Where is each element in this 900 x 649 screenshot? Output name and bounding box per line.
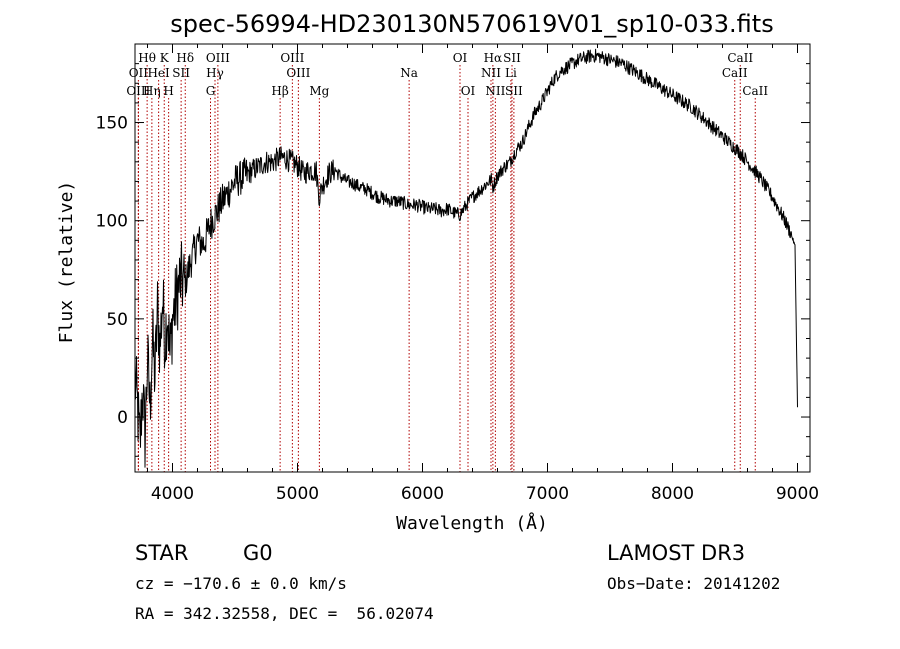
y-tick-label-2: 100 [96,212,128,232]
coordinates-readout: RA = 342.32558, DEC = 56.02074 [135,604,434,623]
spectral-line-label-13: OIII [280,51,304,65]
spectral-line-label-14: OIII [286,66,310,80]
spectral-line-label-6: H [163,84,173,98]
spectral-line-label-25: CaII [727,51,753,65]
spectral-line-label-11: G [206,84,216,98]
spectral-line-label-9: OIII [206,51,230,65]
spectral-line-label-10: Hγ [206,66,224,80]
spectral-line-label-26: CaII [722,66,748,80]
axis-ticks: 4000 5000 6000 7000 8000 9000 0 50 100 150 [96,44,819,504]
chart-title: spec-56994-HD230130N570619V01_sp10-033.f… [170,10,773,38]
y-axis-label: Flux (relative) [56,181,77,344]
x-tick-label-0: 4000 [151,484,194,504]
spectral-line-label-17: OI [453,51,468,65]
spectral-line-label-16: Na [400,66,418,80]
spectral-line-label-5: HeI [147,66,170,80]
spectral-line-label-4: K [160,51,170,65]
x-tick-label-2: 6000 [401,484,444,504]
spectral-line-label-15: Mg [309,84,329,98]
x-tick-label-4: 8000 [651,484,694,504]
spectral-line-label-21: NII [485,84,505,98]
spectral-line-label-12: Hβ [271,84,288,98]
spectral-line-label-19: Hα [484,51,503,65]
spectral-line-label-3: Hη [143,84,161,98]
observation-date: Obs−Date: 20141202 [607,574,781,593]
spectral-line-label-0: Hθ [138,51,156,65]
series-flux [134,48,798,468]
object-type: STAR [135,541,189,565]
spectral-line-label-18: OI [461,84,476,98]
y-tick-label-3: 150 [96,114,128,134]
spectral-subclass: G0 [243,541,273,565]
spectral-line-label-24: SII [505,84,523,98]
spectral-line-label-20: NII [481,66,501,80]
x-axis-label: Wavelength (Å) [396,512,548,534]
plot-area [134,48,798,468]
x-tick-label-1: 5000 [276,484,319,504]
spectral-line-label-22: SII [503,51,521,65]
spectral-line-label-2: OIII [126,84,150,98]
redshift-readout: cz = −170.6 ± 0.0 km/s [135,574,347,593]
y-tick-label-1: 50 [106,310,128,330]
spectral-line-label-8: SII [172,66,190,80]
x-tick-label-5: 9000 [776,484,819,504]
spectral-line-label-7: Hδ [176,51,194,65]
spectral-line-label-1: OII [129,66,149,80]
spectral-line-label-27: CaII [742,84,768,98]
survey-name: LAMOST DR3 [607,541,746,565]
spectral-line-label-23: Li [505,66,517,80]
y-tick-label-0: 0 [117,408,128,428]
x-tick-label-3: 7000 [526,484,569,504]
plot-frame [134,43,811,473]
